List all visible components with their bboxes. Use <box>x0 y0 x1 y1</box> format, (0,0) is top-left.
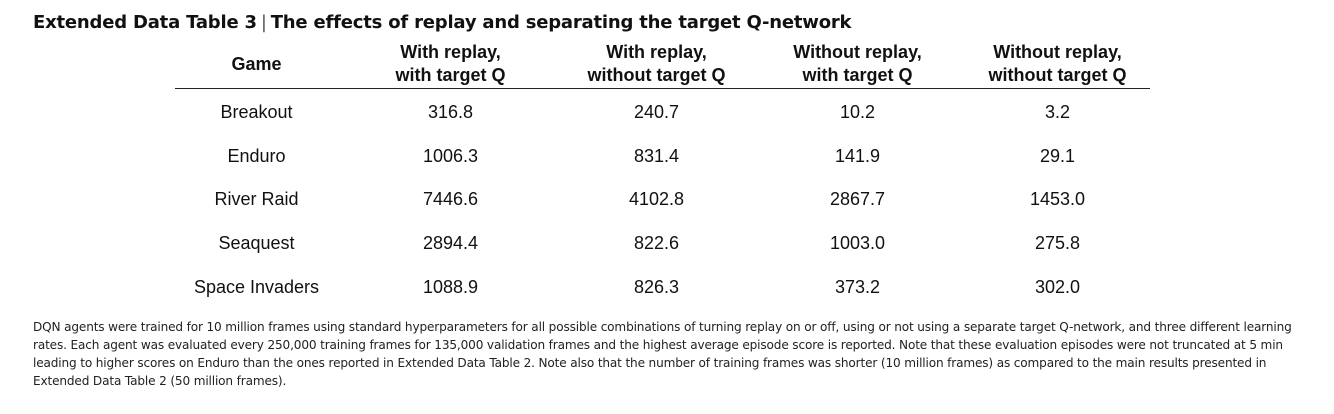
score-cell: 4102.8 <box>628 189 685 210</box>
score-cell: 826.3 <box>633 276 680 297</box>
game-cell: River Raid <box>214 189 299 210</box>
column-header-game: Game <box>231 53 282 74</box>
score-cell: 240.7 <box>633 102 680 123</box>
game-cell: Enduro <box>227 145 286 166</box>
column-header-no-replay-no-target: Without replay, without target Q <box>988 42 1127 85</box>
title-separator: | <box>260 12 267 33</box>
table-row: River Raid 7446.6 4102.8 2867.7 1453.0 <box>175 178 1150 222</box>
score-cell: 10.2 <box>839 102 876 123</box>
score-cell: 2894.4 <box>422 233 479 254</box>
column-header-replay-target: With replay, with target Q <box>395 42 506 85</box>
score-cell: 1088.9 <box>422 276 479 297</box>
score-cell: 831.4 <box>633 145 680 166</box>
score-cell: 316.8 <box>427 102 474 123</box>
score-cell: 1006.3 <box>422 145 479 166</box>
table-row: Breakout 316.8 240.7 10.2 3.2 <box>175 91 1150 135</box>
score-cell: 302.0 <box>1034 276 1081 297</box>
score-cell: 822.6 <box>633 233 680 254</box>
score-cell: 275.8 <box>1034 233 1081 254</box>
table-title: Extended Data Table 3 | The effects of rep… <box>33 12 852 33</box>
score-cell: 141.9 <box>834 145 881 166</box>
table-row: Space Invaders 1088.9 826.3 373.2 302.0 <box>175 265 1150 309</box>
table-body: Breakout 316.8 240.7 10.2 3.2 Enduro 100… <box>175 91 1150 309</box>
table-title-text: The effects of replay and separating the… <box>270 12 852 33</box>
score-cell: 3.2 <box>1044 102 1071 123</box>
score-cell: 7446.6 <box>422 189 479 210</box>
game-cell: Seaquest <box>218 233 295 254</box>
score-cell: 2867.7 <box>829 189 886 210</box>
game-cell: Space Invaders <box>193 276 320 297</box>
score-cell: 1453.0 <box>1029 189 1086 210</box>
score-cell: 29.1 <box>1039 145 1076 166</box>
column-header-no-replay-target: Without replay, with target Q <box>793 42 922 85</box>
score-cell: 373.2 <box>834 276 881 297</box>
game-cell: Breakout <box>220 102 293 123</box>
table-row: Seaquest 2894.4 822.6 1003.0 275.8 <box>175 222 1150 266</box>
table-row: Enduro 1006.3 831.4 141.9 29.1 <box>175 135 1150 179</box>
results-table: Game With replay, with target Q With rep… <box>175 40 1150 309</box>
table-caption: DQN agents were trained for 10 million f… <box>33 320 1292 388</box>
column-header-replay-no-target: With replay, without target Q <box>587 42 726 85</box>
score-cell: 1003.0 <box>829 233 886 254</box>
table-header-row: Game With replay, with target Q With rep… <box>175 40 1150 89</box>
table-label: Extended Data Table 3 <box>33 12 257 33</box>
